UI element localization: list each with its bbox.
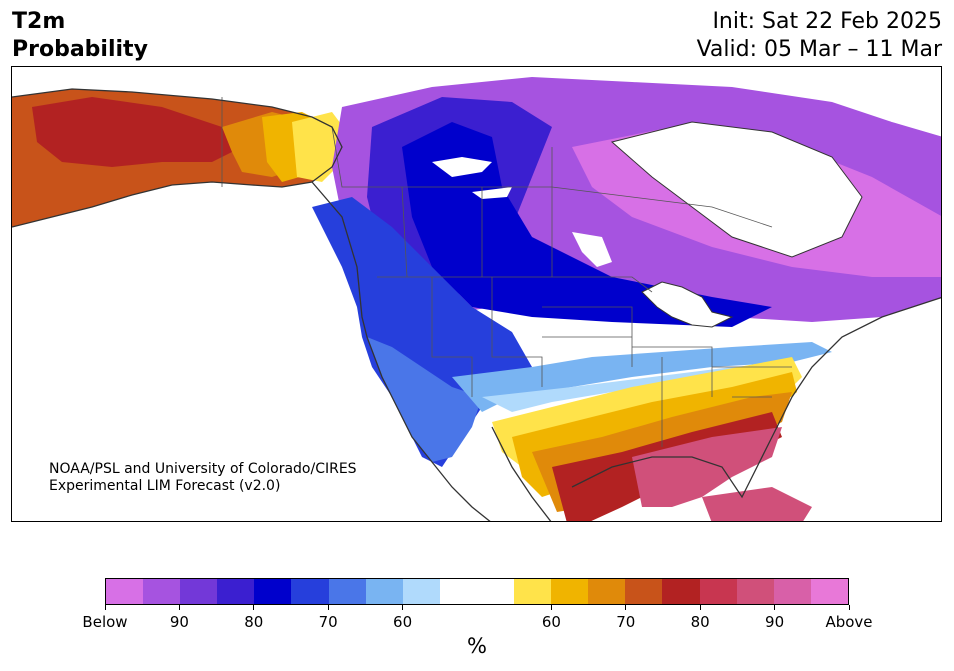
colorbar-segment <box>106 579 144 604</box>
colorbar-tick <box>699 605 701 610</box>
colorbar-tick-label: 70 <box>616 613 636 631</box>
central-lightblue <box>452 342 832 412</box>
valid-range: Valid: 05 Mar – 11 Mar <box>696 37 942 62</box>
great-lakes <box>641 281 734 328</box>
colorbar-segment <box>439 579 477 604</box>
colorbar-segment <box>662 579 700 604</box>
colorbar-segment <box>143 579 181 604</box>
colorbar-tick-label: 80 <box>690 613 710 631</box>
colorbar-segment <box>365 579 403 604</box>
colorbar-segment <box>254 579 292 604</box>
colorbar-tick-label: 90 <box>169 613 189 631</box>
southeast-pink <box>632 427 782 507</box>
colorbar-segment <box>551 579 589 604</box>
colorbar-tick-label: 60 <box>393 613 413 631</box>
colorbar-tick <box>625 605 627 610</box>
colorbar-tick-label: 60 <box>541 613 561 631</box>
colorbar-tick-label: 90 <box>765 613 785 631</box>
cuba <box>702 487 812 521</box>
greenland <box>832 67 941 127</box>
colorbar-tick <box>104 605 106 610</box>
colorbar-segment <box>736 579 774 604</box>
map-panel: NOAA/PSL and University of Colorado/CIRE… <box>11 66 942 522</box>
prairie-blue <box>402 122 772 327</box>
credit-line-2: Experimental LIM Forecast (v2.0) <box>49 478 281 494</box>
lake-winnipeg <box>572 232 612 267</box>
colorbar-segment <box>180 579 218 604</box>
title-line-2: Probability <box>12 37 148 62</box>
colorbar-tick <box>327 605 329 610</box>
southwest-blue <box>367 337 482 462</box>
colorbar-tick-label: Above <box>825 613 873 631</box>
forecast-dates: Init: Sat 22 Feb 2025 Valid: 05 Mar – 11… <box>697 8 942 64</box>
great-bear-lake <box>432 157 492 177</box>
colorbar-segment <box>476 579 515 604</box>
legend-units: % <box>467 634 487 658</box>
coastlines <box>12 88 941 521</box>
colorbar-tick <box>550 605 552 610</box>
map-credit: NOAA/PSL and University of Colorado/CIRE… <box>49 461 357 495</box>
colorbar-tick <box>402 605 404 610</box>
colorbar-tick <box>178 605 180 610</box>
colorbar-tick <box>848 605 850 610</box>
colorbar-segment <box>402 579 440 604</box>
colorbar-tick-label: 70 <box>318 613 338 631</box>
colorbar-segment <box>625 579 663 604</box>
colorbar-segment <box>217 579 255 604</box>
colorbar-segment <box>588 579 626 604</box>
colorbar-tick-label: Below <box>82 613 128 631</box>
political-borders <box>221 97 792 447</box>
colorbar-tick <box>253 605 255 610</box>
colorbar-tick <box>774 605 776 610</box>
map-title: T2m Probability <box>12 8 148 64</box>
alaska-core <box>32 97 242 167</box>
probability-map <box>12 67 941 521</box>
colorbar-segment <box>773 579 811 604</box>
colorbar-tick-label: 80 <box>244 613 264 631</box>
title-line-1: T2m <box>12 9 66 34</box>
legend-colorbar <box>105 578 849 605</box>
init-date: Init: Sat 22 Feb 2025 <box>712 9 942 34</box>
colorbar-segment <box>810 579 848 604</box>
colorbar-segment <box>699 579 737 604</box>
colorbar-segment <box>514 579 552 604</box>
colorbar-segment <box>291 579 329 604</box>
hudson-bay <box>610 121 863 258</box>
credit-line-1: NOAA/PSL and University of Colorado/CIRE… <box>49 461 357 477</box>
colorbar-segment <box>328 579 366 604</box>
